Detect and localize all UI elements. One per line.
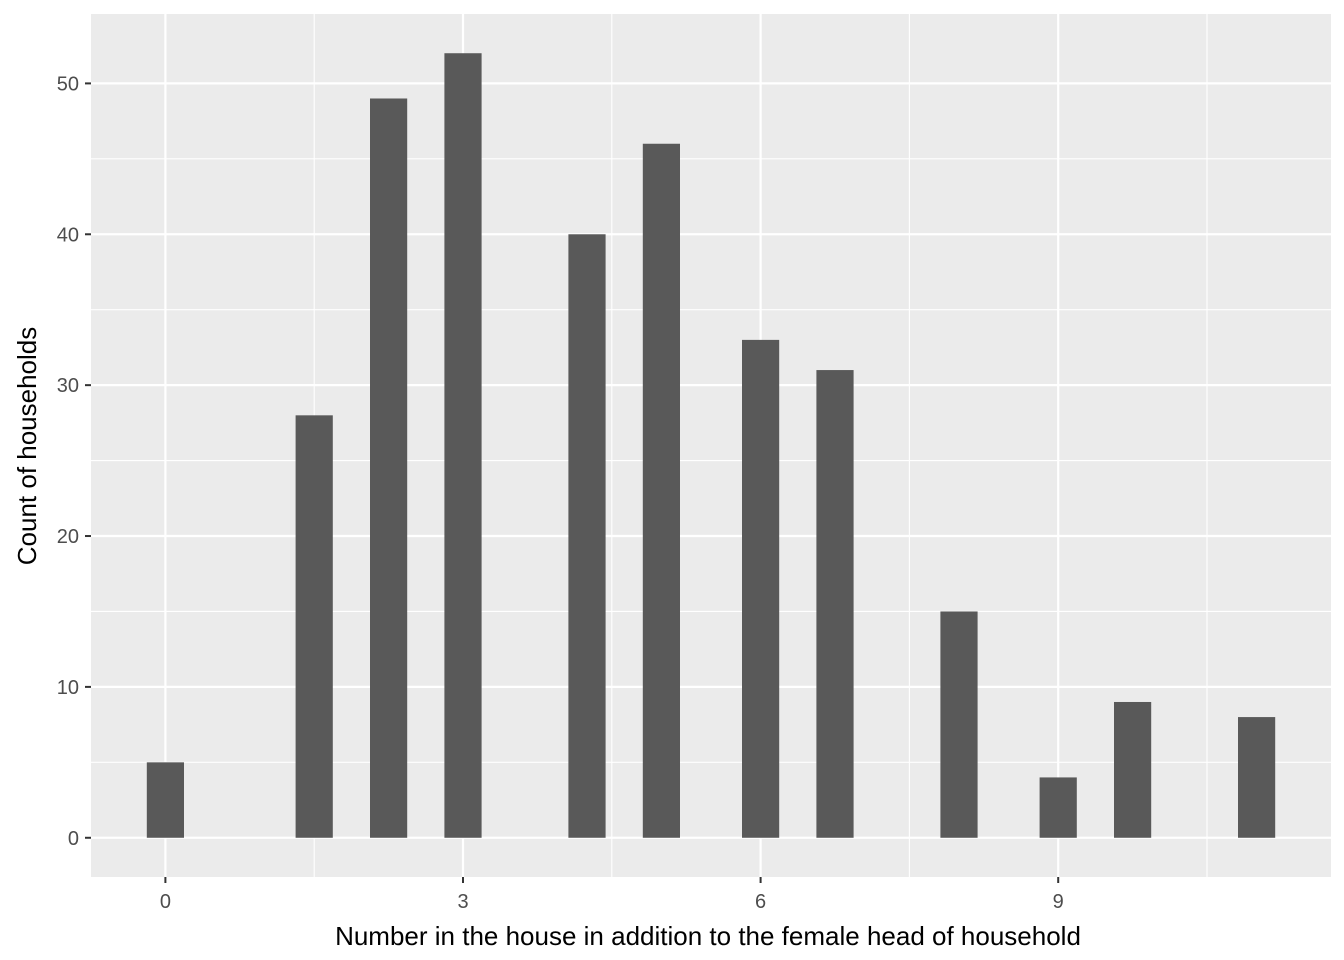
y-tick-label: 40 xyxy=(57,224,79,246)
bar xyxy=(1039,777,1077,838)
x-tick-label: 0 xyxy=(160,891,171,913)
bar xyxy=(1114,701,1152,838)
y-tick-label: 50 xyxy=(57,73,79,95)
x-axis-ticks: 0 3 6 9 xyxy=(160,877,1064,913)
bar xyxy=(295,415,333,838)
y-axis-title: Count of households xyxy=(12,327,42,566)
bar xyxy=(642,143,680,838)
bar xyxy=(146,762,184,838)
y-tick-label: 10 xyxy=(57,677,79,699)
y-axis-ticks: 0 10 20 30 40 50 xyxy=(57,73,91,850)
bar xyxy=(816,370,854,838)
x-tick-label: 9 xyxy=(1053,891,1064,913)
bar xyxy=(568,234,606,838)
bar xyxy=(370,98,408,838)
x-axis-title: Number in the house in addition to the f… xyxy=(335,921,1081,951)
bar xyxy=(940,611,978,838)
y-tick-label: 0 xyxy=(68,828,79,850)
bar xyxy=(742,339,780,838)
x-tick-label: 3 xyxy=(457,891,468,913)
y-tick-label: 20 xyxy=(57,526,79,548)
y-tick-label: 30 xyxy=(57,375,79,397)
bar xyxy=(444,53,482,838)
bars-group xyxy=(146,53,1276,838)
x-tick-label: 6 xyxy=(755,891,766,913)
bar xyxy=(1238,717,1276,838)
